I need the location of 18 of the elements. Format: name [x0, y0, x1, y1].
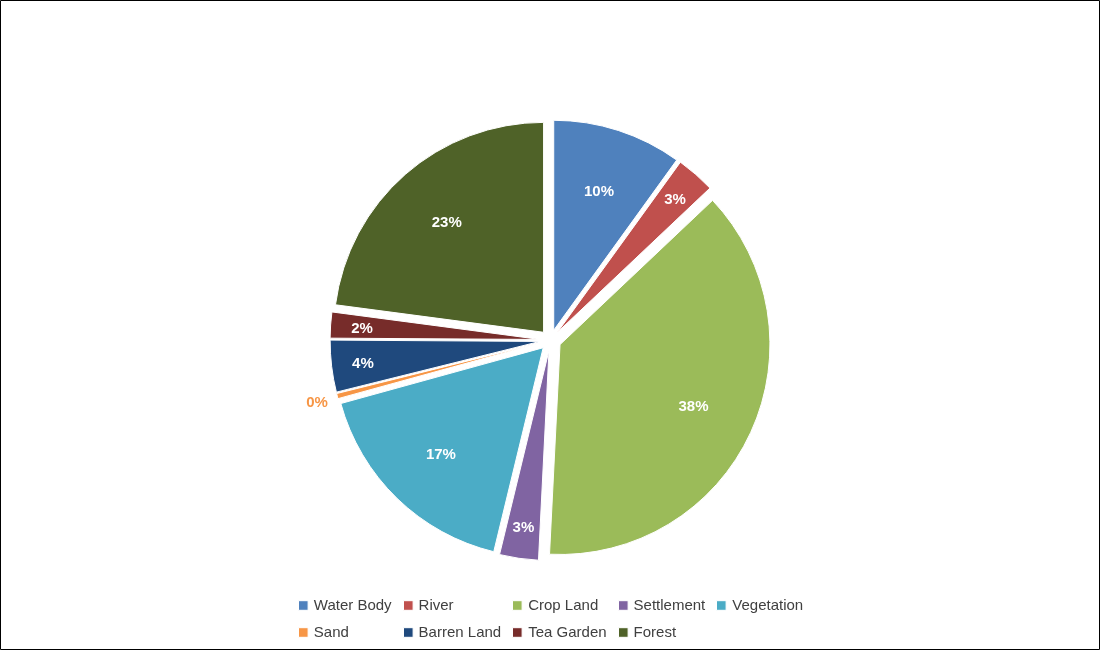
- legend-label: Vegetation: [732, 596, 804, 613]
- data-label: 3%: [512, 518, 535, 536]
- legend-label: Barren Land: [418, 623, 502, 640]
- data-label: 38%: [678, 397, 709, 415]
- data-label: 4%: [352, 354, 374, 372]
- legend-label: Sand: [313, 623, 349, 640]
- data-label: 23%: [431, 213, 462, 231]
- legend-label: Tea Garden: [528, 623, 607, 640]
- legend-label: Crop Land: [528, 596, 599, 613]
- data-label: 2%: [351, 318, 373, 336]
- legend-label: Water Body: [313, 596, 392, 613]
- legend-label: River: [418, 596, 454, 613]
- legend-label: Settlement: [633, 596, 706, 613]
- data-label: 17%: [425, 444, 456, 462]
- legend-label: Forest: [633, 623, 677, 640]
- data-label: 0%: [306, 392, 328, 410]
- data-label: 10%: [583, 182, 614, 200]
- data-label: 3%: [664, 189, 686, 207]
